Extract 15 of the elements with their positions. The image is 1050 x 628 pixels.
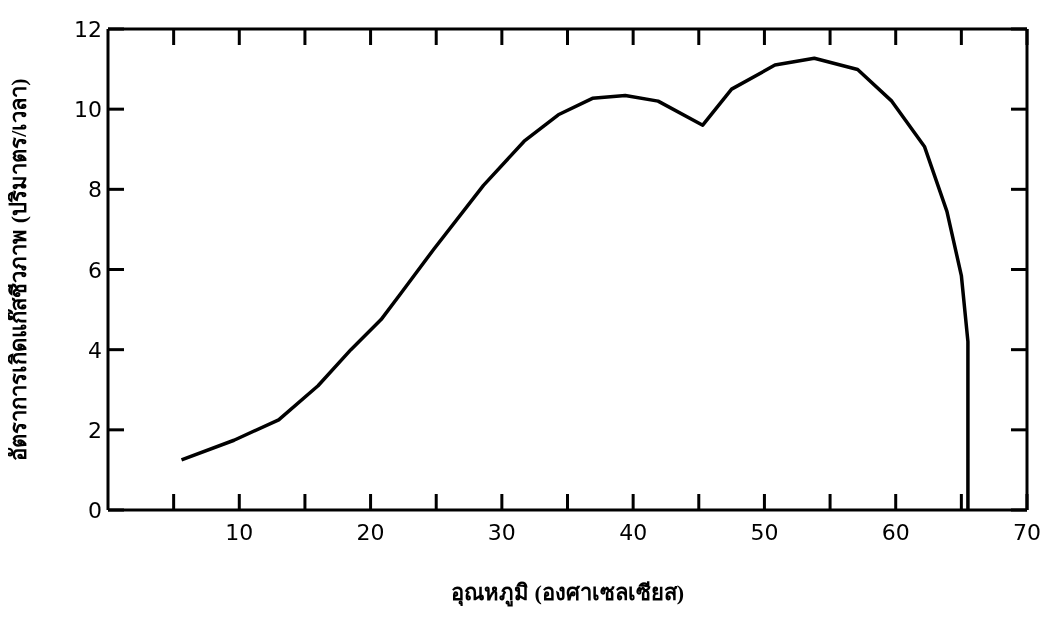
x-tick-label: 40: [619, 520, 648, 545]
x-axis-title: อุณหภูมิ (องศาเซลเซียส): [450, 580, 685, 607]
y-tick-label: 12: [74, 17, 102, 42]
y-tick-label: 6: [88, 257, 102, 283]
x-tick-label: 70: [1013, 520, 1041, 545]
x-tick-label: 60: [881, 520, 910, 545]
x-tick-label: 30: [487, 520, 516, 545]
x-tick-label: 20: [356, 520, 385, 545]
x-tick-label: 10: [225, 520, 254, 545]
y-tick-label: 8: [88, 177, 102, 203]
y-tick-label: 0: [88, 498, 102, 523]
y-tick-label: 10: [74, 97, 102, 123]
y-tick-label: 4: [88, 337, 102, 363]
y-tick-label: 2: [88, 417, 102, 443]
x-tick-label: 50: [750, 520, 779, 545]
